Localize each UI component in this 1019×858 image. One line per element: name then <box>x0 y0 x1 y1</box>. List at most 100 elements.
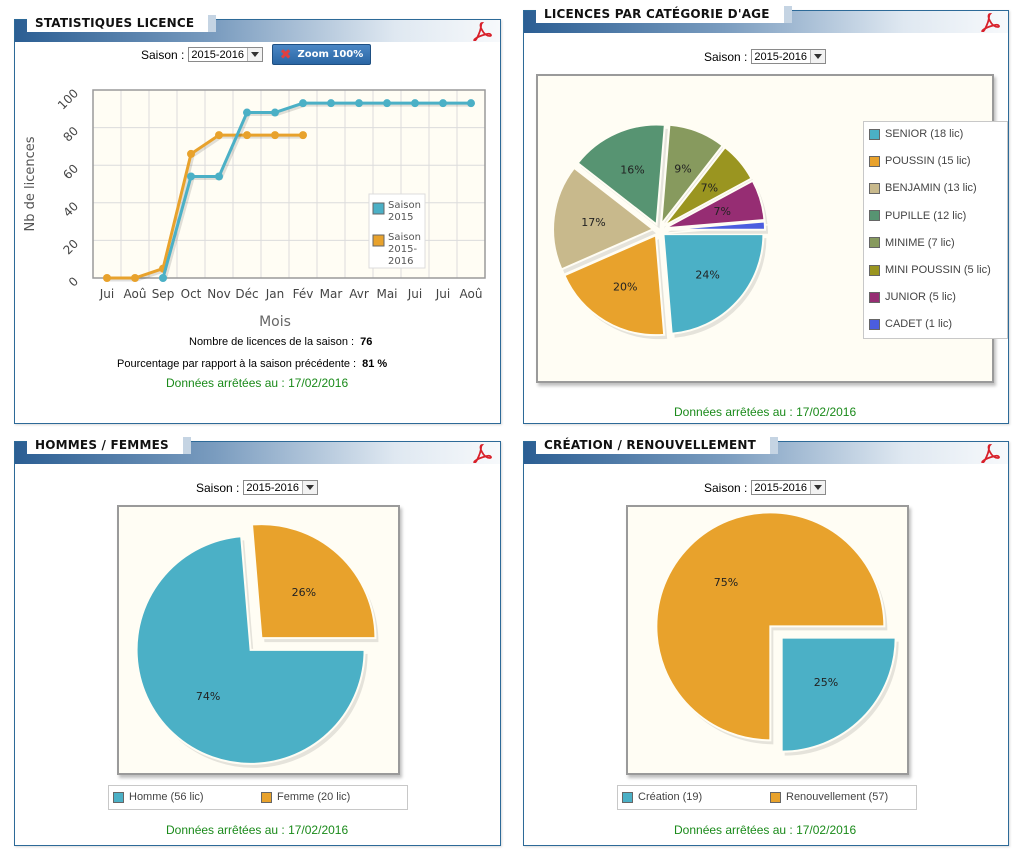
legend-item: Création (19) <box>622 791 702 803</box>
data-point <box>131 274 139 282</box>
x-tick-label: Nov <box>207 287 230 301</box>
legend-label: SENIOR (18 lic) <box>885 128 964 140</box>
pct-value: 81 % <box>362 358 388 370</box>
pie-slice <box>662 145 753 228</box>
panel-creation-renouvellement: CRÉATION / RENOUVELLEMENT Saison : 2015-… <box>523 437 1009 846</box>
zoom-100-button[interactable]: ✖ Zoom 100% <box>272 44 371 65</box>
legend-swatch <box>869 237 880 249</box>
legend-swatch <box>261 791 272 803</box>
pct-label: Pourcentage par rapport à la saison préc… <box>117 358 357 370</box>
panel-title: STATISTIQUES LICENCE <box>27 15 217 32</box>
panel-title: HOMMES / FEMMES <box>27 437 191 454</box>
legend-swatch <box>869 128 880 140</box>
chevron-down-icon <box>809 50 825 63</box>
y-tick-label: 40 <box>60 199 81 220</box>
pie-slice <box>135 535 366 765</box>
pct-stat: Pourcentage par rapport à la saison préc… <box>117 358 387 370</box>
y-axis-label: Nb de licences <box>23 136 38 231</box>
legend-item: SENIOR (18 lic) <box>869 128 963 140</box>
pie-pct-label: 9% <box>674 163 691 176</box>
x-tick-label: Aoû <box>124 287 147 301</box>
legend-item: PUPILLE (12 lic) <box>869 210 966 222</box>
legend-swatch <box>372 234 385 247</box>
pie-slice <box>576 123 666 227</box>
x-tick-label: Jui <box>407 287 422 301</box>
close-x-icon: ✖ <box>279 46 292 63</box>
x-tick-label: Avr <box>349 287 369 301</box>
series-line <box>107 133 303 280</box>
saison-select-value: 2015-2016 <box>754 481 807 494</box>
legend-swatch <box>869 210 880 222</box>
x-tick-label: Aoû <box>460 287 483 301</box>
legend-item: Renouvellement (57) <box>770 791 888 803</box>
chevron-down-icon <box>809 481 825 494</box>
legend-label: BENJAMIN (13 lic) <box>885 182 977 195</box>
x-tick-label: Fév <box>293 287 314 301</box>
panel-header: CRÉATION / RENOUVELLEMENT <box>524 437 1008 464</box>
legend-label: 2016 <box>388 256 413 267</box>
data-point <box>467 99 475 108</box>
chevron-down-icon <box>301 481 317 494</box>
pdf-icon[interactable] <box>472 443 492 463</box>
legend-label: CADET (1 lic) <box>885 318 953 331</box>
legend-item: MINI POUSSIN (5 lic) <box>869 264 991 276</box>
data-point <box>327 99 335 108</box>
data-point <box>103 274 111 282</box>
pie-pct-label: 7% <box>714 205 731 218</box>
legend-item: Homme (56 lic) <box>113 791 204 803</box>
data-date-footer: Données arrêtées au : 17/02/2016 <box>674 405 857 419</box>
legend-swatch <box>869 291 880 303</box>
legend-item: MINIME (7 lic) <box>869 237 955 249</box>
pie-frame-renew: 25% 75% <box>626 505 909 775</box>
legend-label: PUPILLE (12 lic) <box>885 209 967 222</box>
saison-select[interactable]: 2015-2016 <box>751 480 826 495</box>
legend-age: SENIOR (18 lic) POUSSIN (15 lic) BENJAMIN … <box>863 121 1008 339</box>
data-point <box>271 131 279 140</box>
pdf-icon[interactable] <box>472 21 492 41</box>
legend-label: Création (19) <box>638 791 703 803</box>
data-point <box>299 99 307 108</box>
pie-frame-gender: 74% 26% <box>117 505 400 775</box>
legend-label: MINI POUSSIN (5 lic) <box>885 264 991 276</box>
legend-swatch <box>113 791 124 803</box>
panel-header: LICENCES PAR CATÉGORIE D'AGE <box>524 6 1008 33</box>
nb-licences-label: Nombre de licences de la saison : <box>189 336 355 348</box>
x-tick-label: Jui <box>435 287 450 301</box>
saison-select[interactable]: 2015-2016 <box>188 47 263 62</box>
legend-label: 2015- <box>388 244 417 255</box>
legend-label: MINIME (7 lic) <box>885 236 955 249</box>
data-date-footer: Données arrêtées au : 17/02/2016 <box>166 376 349 390</box>
saison-select[interactable]: 2015-2016 <box>243 480 318 495</box>
legend-label: POUSSIN (15 lic) <box>885 155 971 168</box>
data-point <box>243 108 251 117</box>
x-tick-label: Jan <box>265 287 285 301</box>
legend-swatch <box>869 182 880 194</box>
legend-label: Saison <box>388 200 421 211</box>
saison-label: Saison : <box>196 480 240 495</box>
y-tick-label: 100 <box>55 86 81 112</box>
legend-item: Femme (20 lic) <box>261 791 350 803</box>
chevron-down-icon <box>246 48 262 61</box>
data-point <box>299 131 307 140</box>
x-axis-label: Mois <box>259 314 291 330</box>
nb-licences-value: 76 <box>360 336 373 348</box>
pie-slice <box>662 233 765 335</box>
x-tick-label: Oct <box>181 287 202 301</box>
saison-selector-row: Saison : 2015-2016 <box>704 49 826 64</box>
saison-selector-row: Saison : 2015-2016 <box>196 480 318 495</box>
pie-pct-label: 26% <box>292 586 316 599</box>
legend-item: CADET (1 lic) <box>869 318 952 330</box>
data-point <box>411 99 419 108</box>
panel-categorie-age: LICENCES PAR CATÉGORIE D'AGE Saison : 20… <box>523 6 1009 424</box>
line-chart: 0 20 40 60 80 100 Jui Aoû Sep Oct Nov Déc Jan Fév Mar A… <box>23 86 486 330</box>
data-point <box>355 99 363 108</box>
panel-statistiques-licence: STATISTIQUES LICENCE Saison : 2015-2016 … <box>14 15 501 424</box>
plot-border <box>92 89 486 279</box>
saison-select[interactable]: 2015-2016 <box>751 49 826 64</box>
pdf-icon[interactable] <box>980 12 1000 32</box>
pdf-icon[interactable] <box>980 443 1000 463</box>
x-tick-label: Déc <box>235 287 258 301</box>
saison-selector-row: Saison : 2015-2016 <box>141 47 263 62</box>
data-point <box>187 149 195 158</box>
data-point <box>439 99 447 108</box>
